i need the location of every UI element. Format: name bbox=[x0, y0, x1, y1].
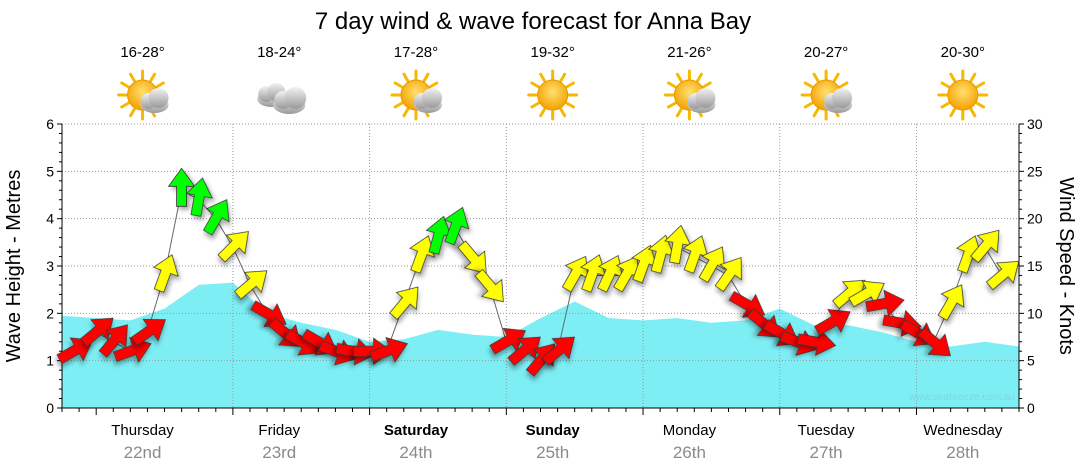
temp-range: 16-28° bbox=[120, 44, 164, 61]
wind-arrow bbox=[98, 324, 128, 358]
y-tick-label-right: 0 bbox=[1027, 400, 1035, 416]
temp-range: 19-32° bbox=[530, 44, 574, 61]
date-label: 25th bbox=[536, 443, 569, 462]
y-tick-label-left: 2 bbox=[46, 305, 54, 321]
y-tick-label-left: 4 bbox=[46, 211, 54, 227]
y-tick-label-right: 20 bbox=[1027, 211, 1043, 227]
wind-arrow bbox=[409, 235, 436, 274]
wind-arrow bbox=[369, 337, 409, 363]
wind-arrow bbox=[113, 337, 152, 363]
partly-cloudy-icon bbox=[117, 69, 169, 121]
day-label: Tuesday bbox=[798, 422, 855, 439]
date-label: 23rd bbox=[262, 443, 296, 462]
temp-range: 20-27° bbox=[804, 44, 848, 61]
wind-arrow bbox=[865, 289, 905, 317]
weather-forecast-row: 16-28° 18-24° 17-28° 19-32° 21-26° 20-27° 20-3… bbox=[117, 44, 989, 121]
wind-arrow bbox=[970, 229, 1000, 264]
day-label: Thursday bbox=[111, 422, 174, 439]
wind-arrow bbox=[167, 167, 196, 207]
y-tick-label-left: 1 bbox=[46, 353, 54, 369]
watermark: www.seabreeze.com.au bbox=[908, 392, 1015, 403]
y-tick-label-left: 0 bbox=[46, 400, 54, 416]
day-label: Friday bbox=[258, 422, 300, 439]
date-label: 28th bbox=[946, 443, 979, 462]
wind-arrows bbox=[56, 167, 1020, 377]
wind-arrow bbox=[525, 343, 556, 377]
wind-arrow bbox=[217, 231, 249, 263]
sunny-icon bbox=[527, 69, 579, 121]
wind-arrow bbox=[474, 268, 504, 303]
y-axis-title-wind: Wind Speed - Knots bbox=[1055, 177, 1077, 355]
wind-arrow bbox=[56, 337, 94, 365]
day-label: Wednesday bbox=[923, 422, 1002, 439]
date-label: 27th bbox=[810, 443, 843, 462]
wind-arrow bbox=[917, 327, 951, 357]
wind-arrow bbox=[541, 336, 575, 366]
date-label: 22nd bbox=[124, 443, 162, 462]
wind-arrow bbox=[457, 240, 487, 274]
wind-arrow bbox=[130, 318, 166, 347]
wind-arrow bbox=[443, 206, 470, 246]
partly-cloudy-icon bbox=[390, 69, 442, 121]
wind-arrow bbox=[389, 286, 419, 320]
wind-arrow bbox=[985, 260, 1020, 291]
temp-range: 21-26° bbox=[667, 44, 711, 61]
temp-range: 20-30° bbox=[941, 44, 985, 61]
y-tick-label-right: 25 bbox=[1027, 163, 1043, 179]
sunny-icon bbox=[937, 69, 989, 121]
temp-range: 17-28° bbox=[394, 44, 438, 61]
y-tick-label-right: 5 bbox=[1027, 353, 1035, 369]
partly-cloudy-icon bbox=[800, 69, 853, 121]
plot-area: 0 1 2 3 4 5 6 0 5 10 15 20 25 30 bbox=[46, 116, 1043, 416]
y-tick-label-right: 10 bbox=[1027, 305, 1043, 321]
wind-arrow bbox=[507, 336, 541, 366]
cloudy-icon bbox=[257, 83, 307, 114]
wind-arrow bbox=[233, 270, 268, 300]
y-tick-label-left: 6 bbox=[46, 116, 54, 132]
y-tick-label-left: 3 bbox=[46, 258, 54, 274]
day-label: Monday bbox=[663, 422, 717, 439]
y-tick-label-left: 5 bbox=[46, 163, 54, 179]
temp-range: 18-24° bbox=[257, 44, 301, 61]
wind-arrow bbox=[937, 284, 965, 321]
date-label: 26th bbox=[673, 443, 706, 462]
y-tick-label-right: 15 bbox=[1027, 258, 1043, 274]
y-tick-label-right: 30 bbox=[1027, 116, 1043, 132]
wind-arrow bbox=[202, 199, 230, 236]
partly-cloudy-icon bbox=[663, 69, 716, 121]
wind-arrow bbox=[489, 327, 526, 355]
day-label: Sunday bbox=[526, 422, 581, 439]
wind-arrow bbox=[152, 254, 179, 293]
date-label: 24th bbox=[399, 443, 432, 462]
y-axis-title-wave: Wave Height - Metres bbox=[3, 170, 25, 363]
axes: 0 1 2 3 4 5 6 0 5 10 15 20 25 30 bbox=[46, 116, 1043, 416]
wind-arrow bbox=[814, 309, 851, 336]
wind-arrow bbox=[80, 317, 114, 347]
wind-arrow bbox=[185, 177, 213, 217]
chart-title: 7 day wind & wave forecast for Anna Bay bbox=[315, 8, 751, 35]
x-axis-day-labels: Thursday 22nd Friday 23rd Saturday 24th Sunday… bbox=[111, 422, 1003, 462]
wind-arrow bbox=[698, 246, 726, 283]
day-label: Saturday bbox=[384, 422, 449, 439]
wind-arrow bbox=[714, 256, 742, 293]
